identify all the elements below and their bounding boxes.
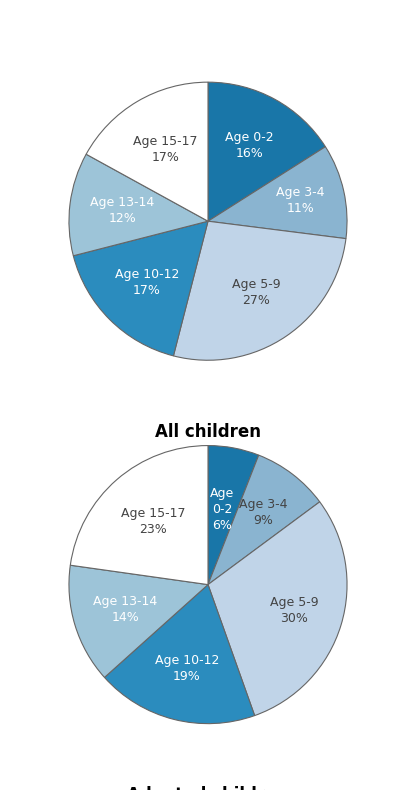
Text: Age 15-17
23%: Age 15-17 23% (121, 507, 186, 536)
Wedge shape (104, 585, 255, 724)
Text: Adopted children: Adopted children (127, 786, 289, 790)
Text: Age 0-2
16%: Age 0-2 16% (225, 131, 274, 160)
Wedge shape (173, 221, 346, 360)
Wedge shape (208, 455, 320, 585)
Text: Age 3-4
9%: Age 3-4 9% (239, 498, 287, 528)
Text: Age 10-12
17%: Age 10-12 17% (115, 268, 179, 297)
Text: Age 13-14
12%: Age 13-14 12% (90, 196, 155, 225)
Text: Age
0-2
6%: Age 0-2 6% (210, 487, 234, 532)
Text: All children: All children (155, 423, 261, 441)
Wedge shape (70, 446, 208, 585)
Wedge shape (208, 82, 325, 221)
Wedge shape (69, 565, 208, 677)
Text: Age 3-4
11%: Age 3-4 11% (276, 186, 324, 215)
Wedge shape (69, 154, 208, 256)
Text: Age 10-12
19%: Age 10-12 19% (155, 653, 219, 683)
Text: Age 15-17
17%: Age 15-17 17% (133, 135, 198, 164)
Wedge shape (208, 446, 259, 585)
Wedge shape (208, 502, 347, 716)
Text: Age 13-14
14%: Age 13-14 14% (94, 595, 158, 624)
Text: Age 5-9
30%: Age 5-9 30% (270, 596, 319, 626)
Wedge shape (86, 82, 208, 221)
Wedge shape (208, 147, 347, 239)
Wedge shape (73, 221, 208, 356)
Text: Age 5-9
27%: Age 5-9 27% (232, 278, 281, 307)
